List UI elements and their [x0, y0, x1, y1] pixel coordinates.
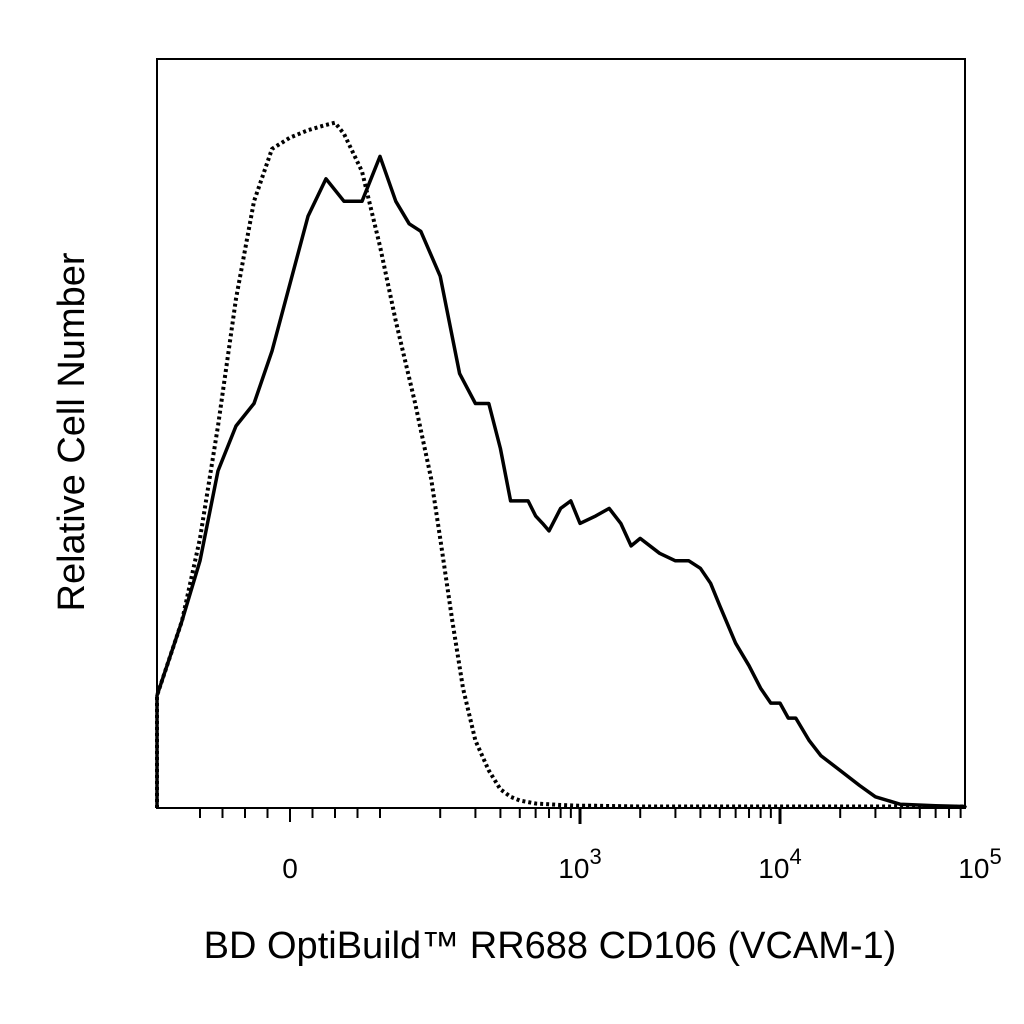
- x-tick-label-exponent: 5: [989, 844, 1001, 869]
- x-tick-label: 104: [758, 844, 801, 884]
- x-tick-label: 103: [558, 844, 601, 884]
- series-layer: [155, 120, 967, 809]
- x-axis-ticks: [199, 808, 962, 824]
- x-tick-label-exponent: 3: [589, 844, 601, 869]
- y-axis-label: Relative Cell Number: [51, 252, 93, 611]
- x-tick-label-exponent: 4: [789, 844, 801, 869]
- x-tick-label: 0: [282, 853, 298, 884]
- series-line-solid: [155, 154, 967, 809]
- series-line-dotted: [155, 120, 967, 809]
- plot-frame: [156, 58, 966, 809]
- x-tick-label: 105: [958, 844, 1001, 884]
- x-axis-tick-labels: 0 103 104 105: [282, 844, 1001, 884]
- x-axis-label: BD OptiBuild™ RR688 CD106 (VCAM-1): [204, 925, 897, 967]
